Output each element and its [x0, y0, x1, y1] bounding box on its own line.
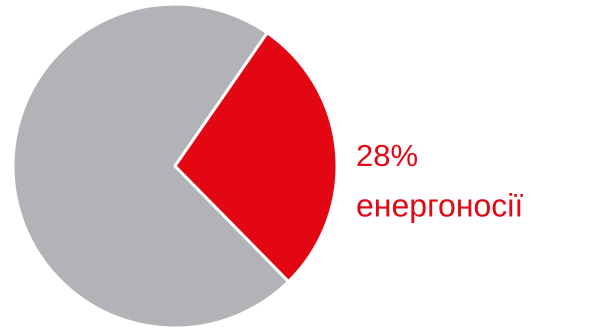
pie-slice [173, 31, 339, 284]
category-label: енергоносії [356, 187, 523, 223]
pie-slice [11, 2, 291, 329]
value-label: 28% [356, 138, 418, 173]
